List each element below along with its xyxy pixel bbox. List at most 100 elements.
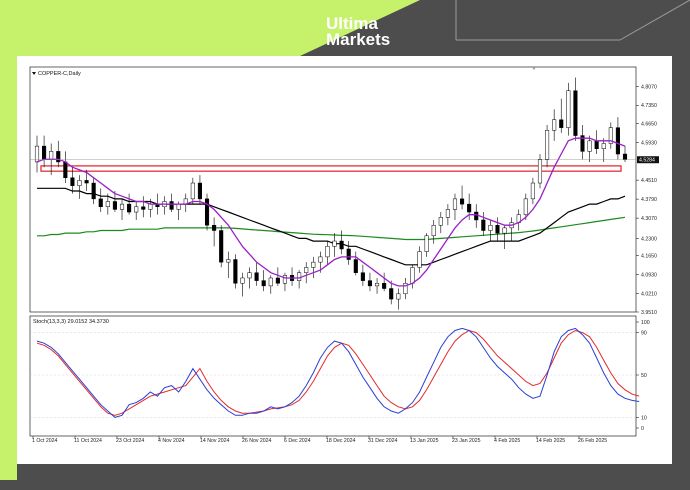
support-zone-rectangle [40, 165, 622, 172]
candle-body [70, 177, 75, 186]
candle-body [552, 119, 557, 131]
candle-body [410, 267, 415, 284]
candle-body [318, 256, 323, 263]
candle-body [84, 180, 89, 184]
ultima-logo-icon [292, 13, 318, 49]
candle-body [403, 283, 408, 295]
lime-accent-shape-bottom [0, 56, 17, 480]
candle-body [332, 240, 337, 247]
candle-body [105, 201, 110, 208]
chart-panel: COPPER-C,Daily Stoch(13,3,3) 29.0152 34.3… [17, 56, 672, 464]
brand-name-line1: Ultima [326, 14, 378, 33]
candle-body [445, 209, 450, 218]
stoch-tick-label: 90 [641, 331, 647, 337]
candle-body [530, 182, 535, 200]
candle-body [559, 119, 564, 128]
ma-slow-line [37, 216, 626, 241]
candle-body [197, 182, 202, 200]
candle-body [112, 201, 117, 210]
candle-body [566, 90, 571, 128]
price-tick-label: 4.6650 [641, 122, 657, 128]
candle-body [77, 180, 82, 186]
stoch-signal-line [36, 329, 640, 416]
price-tick-label: 4.0210 [641, 292, 657, 298]
candle-body [176, 203, 181, 210]
price-tick-label: 4.1650 [641, 254, 657, 260]
candle-body [91, 182, 96, 200]
candle-body [431, 224, 436, 237]
candle-body [233, 259, 238, 284]
candle-body [374, 283, 380, 287]
price-tick-label: 3.9510 [641, 310, 657, 316]
candle-body [282, 275, 288, 284]
candle-body [360, 272, 365, 281]
price-tick-label: 4.0930 [641, 273, 657, 279]
candle-body [190, 182, 195, 200]
date-tick-label: 26 Feb 2025 [578, 438, 607, 444]
price-tick-label: 4.3070 [641, 216, 657, 222]
candle-body [417, 251, 422, 268]
date-tick-label: 26 Nov 2024 [242, 438, 272, 444]
price-tick-label: 4.8070 [641, 84, 657, 90]
candle-body [382, 283, 387, 289]
last-price-label: 4.5284 [639, 158, 655, 164]
candle-body [311, 261, 316, 268]
candle-body [346, 248, 351, 260]
candle-body [474, 211, 479, 221]
candle-body [545, 130, 550, 160]
candle-body [367, 280, 373, 287]
candle-body [396, 293, 401, 300]
date-tick-label: 23 Jan 2025 [452, 438, 481, 444]
ma-fast-line [36, 137, 626, 287]
stoch-tick-label: 10 [641, 415, 647, 421]
price-chart: COPPER-C,Daily Stoch(13,3,3) 29.0152 34.3… [29, 66, 659, 444]
candle-body [452, 198, 458, 210]
candle-body [226, 259, 231, 263]
candle-body [587, 140, 592, 152]
scroll-marker-icon [532, 67, 536, 70]
candle-body [204, 198, 210, 226]
stoch-tick-label: 0 [641, 426, 644, 432]
candle-body [325, 246, 330, 258]
candle-body [339, 240, 344, 250]
date-tick-label: 4 Feb 2025 [494, 438, 520, 444]
candle-body [495, 224, 500, 234]
candle-body [119, 203, 125, 210]
price-tick-label: 4.5930 [641, 141, 657, 147]
candle-body [481, 219, 486, 231]
last-price-tag [637, 156, 659, 164]
candle-body [240, 277, 245, 284]
candle-body [467, 203, 472, 213]
candle-body [141, 206, 146, 210]
stoch-main-line [36, 327, 640, 418]
main-plot-frame [29, 66, 637, 313]
stoch-tick-label: 50 [641, 373, 647, 379]
candle-body [424, 235, 429, 252]
brand-name-line2: Markets [326, 30, 391, 49]
candle-body [254, 272, 259, 281]
date-tick-label: 14 Feb 2025 [536, 438, 565, 444]
candle-body [438, 217, 443, 226]
date-tick-label: 18 Dec 2024 [326, 438, 356, 444]
candle-body [268, 277, 273, 287]
candle-body [601, 143, 606, 150]
candle-body [56, 151, 61, 163]
candle-body [297, 272, 302, 281]
candle-body [573, 90, 578, 136]
candle-body [34, 145, 40, 163]
candle-body [127, 203, 132, 213]
price-tick-label: 4.7350 [641, 103, 657, 109]
candle-body [460, 198, 465, 205]
candle-body [63, 161, 68, 179]
candle-body [502, 227, 507, 234]
candle-body [49, 151, 54, 160]
candle-body [488, 224, 493, 231]
main-chart-title: COPPER-C,Daily [38, 71, 81, 77]
candle-body [389, 288, 394, 300]
title-dropdown-icon [32, 72, 36, 75]
candle-body [580, 135, 585, 152]
date-tick-label: 13 Jan 2025 [410, 438, 439, 444]
candle-body [134, 206, 139, 213]
date-tick-label: 14 Nov 2024 [200, 438, 230, 444]
lime-accent-shape [0, 0, 420, 56]
